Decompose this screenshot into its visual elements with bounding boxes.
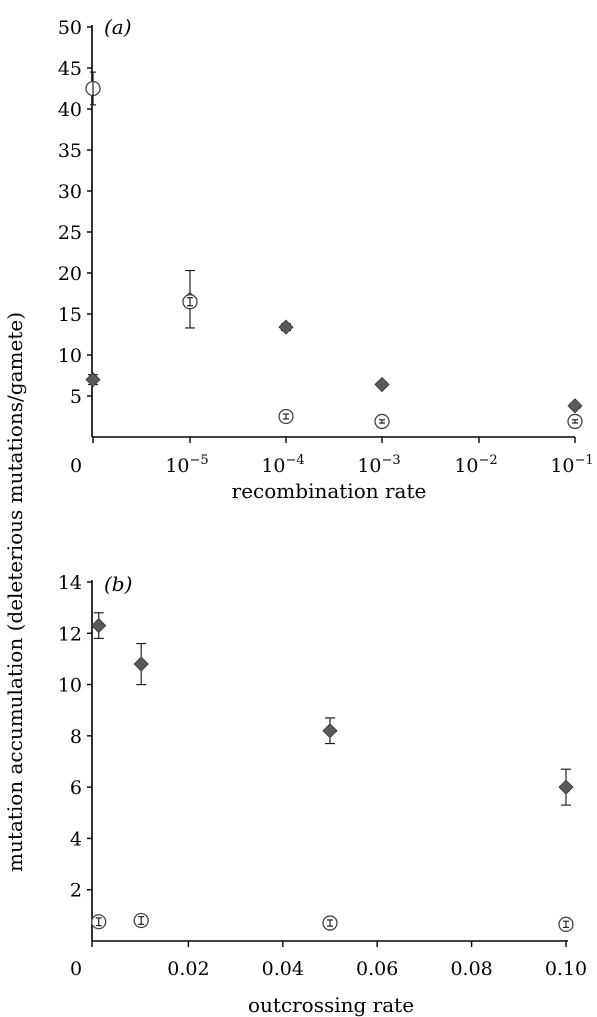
panel-a-y-tick-label: 50	[58, 17, 82, 39]
panel-a-x-tick-label: 10−2	[454, 453, 497, 477]
panel-b-x-tick-label: 0.02	[167, 958, 209, 980]
panel-b-diamond-point	[133, 656, 149, 672]
panel-a-y-tick-label: 20	[58, 263, 82, 285]
panel-b-y-tick-label: 4	[70, 828, 82, 850]
panel-b-x-tick-label: 0.06	[356, 958, 398, 980]
panel-b: (b) outcrossing rate 2 4 6 8 10 12 14 0 0.02 0.04…	[58, 572, 587, 1017]
panel-b-y-tick-label: 14	[58, 572, 82, 594]
panel-a-y-tick-label: 30	[58, 181, 82, 203]
panel-b-x-tick-label: 0.10	[545, 958, 587, 980]
panel-b-y-tick-label: 2	[70, 880, 82, 902]
panel-a-x-tick-label: 10−5	[165, 453, 208, 477]
panel-a-y-tick-label: 10	[58, 345, 82, 367]
panel-a-y-tick-label: 5	[70, 386, 82, 408]
panel-a-y-tick-label: 40	[58, 99, 82, 121]
panel-b-diamond-point	[322, 723, 338, 739]
panel-a: (a) recombination rate 5 10 15 20 25 30 35 40 45…	[58, 15, 594, 503]
panel-b-y-tick-label: 12	[58, 623, 82, 645]
panel-a-y-tick-label: 45	[58, 58, 82, 80]
panel-b-x-tick-label: 0.04	[262, 958, 304, 980]
shared-y-axis-title: mutation accumulation (deleterious mutat…	[3, 312, 27, 872]
panel-a-y-tick-label: 15	[58, 304, 82, 326]
panel-a-y-zero-label: 0	[70, 455, 82, 477]
panel-b-label: (b)	[104, 572, 132, 596]
panel-b-diamond-point	[91, 618, 107, 634]
panel-a-diamond-point	[374, 376, 390, 393]
panel-b-x-axis-title: outcrossing rate	[248, 993, 414, 1017]
panel-a-x-tick-label: 10−1	[550, 453, 593, 477]
panel-b-x-tick-label: 0.08	[450, 958, 492, 980]
panel-b-diamond-point	[558, 779, 574, 795]
panel-a-diamond-point	[278, 319, 294, 335]
panel-a-label: (a)	[104, 15, 132, 39]
panel-a-x-axis-title: recombination rate	[232, 479, 427, 503]
panel-b-y-tick-label: 10	[58, 675, 82, 697]
panel-b-y-tick-label: 6	[70, 777, 82, 799]
panel-a-diamond-point	[567, 398, 583, 414]
panel-b-x-zero-label: 0	[70, 958, 82, 980]
panel-a-diamond-point	[85, 372, 101, 388]
panel-a-y-tick-label: 35	[58, 140, 82, 162]
panel-a-y-tick-label: 25	[58, 222, 82, 244]
panel-a-x-tick-label: 10−4	[261, 453, 304, 477]
panel-b-y-tick-label: 8	[70, 726, 82, 748]
panel-a-x-tick-label: 10−3	[357, 453, 400, 477]
